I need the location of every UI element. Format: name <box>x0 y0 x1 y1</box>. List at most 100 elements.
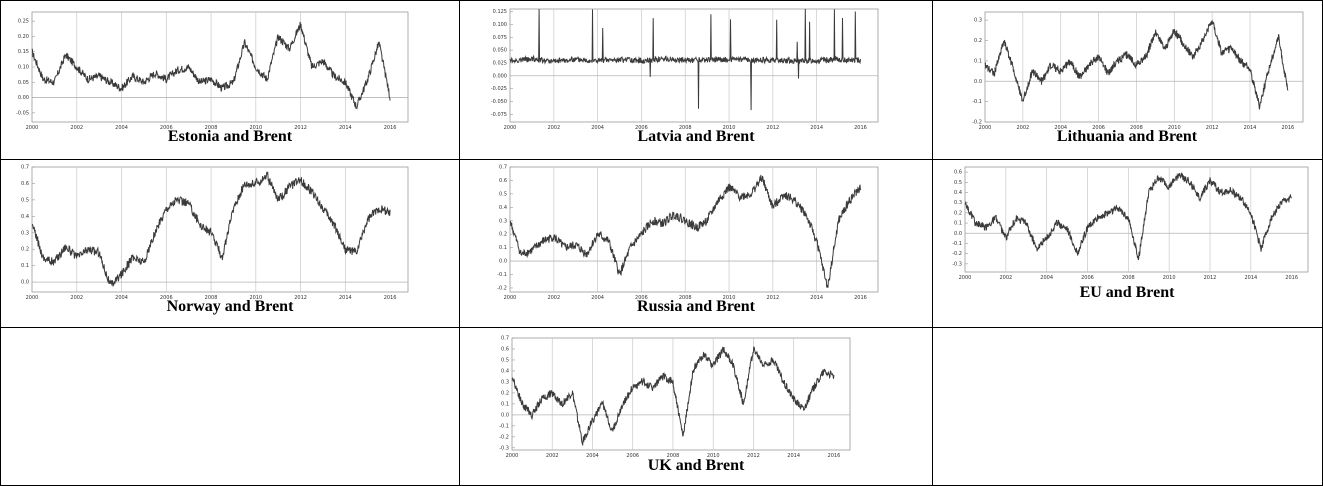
y-tick-label: 0.5 <box>499 191 507 197</box>
x-tick-label: 2006 <box>626 453 639 459</box>
y-tick-label: 0.00 <box>18 95 29 101</box>
x-tick-label: 2006 <box>160 295 173 301</box>
y-tick-label: 0.3 <box>501 379 509 385</box>
y-tick-label: 0.5 <box>501 357 509 363</box>
y-tick-label: 0.2 <box>974 38 982 44</box>
x-tick-label: 2000 <box>504 295 517 301</box>
x-tick-label: 2016 <box>854 125 867 131</box>
y-tick-label: 0.10 <box>18 65 29 71</box>
x-tick-label: 2014 <box>787 453 800 459</box>
x-tick-label: 2000 <box>26 295 39 301</box>
x-tick-label: 2016 <box>384 295 397 301</box>
y-tick-label: 0.1 <box>499 245 507 251</box>
x-tick-label: 2012 <box>766 125 779 131</box>
x-tick-label: 2004 <box>115 125 128 131</box>
x-tick-label: 2002 <box>547 125 560 131</box>
chart-caption-uk: UK and Brent <box>647 457 745 474</box>
x-tick-label: 2006 <box>635 125 648 131</box>
y-tick-label: -0.075 <box>491 112 507 118</box>
y-tick-label: 0.6 <box>954 170 962 176</box>
x-tick-label: 2014 <box>1244 275 1257 281</box>
chart-caption-eu: EU and Brent <box>1079 284 1175 301</box>
y-tick-label: -0.025 <box>491 86 507 92</box>
plot-frame <box>509 166 879 293</box>
y-tick-label: 0.3 <box>974 18 982 24</box>
y-tick-label: 0.3 <box>499 218 507 224</box>
x-tick-label: 2006 <box>635 295 648 301</box>
x-tick-label: 2008 <box>1130 125 1143 131</box>
series-line <box>984 19 1289 110</box>
x-tick-label: 2016 <box>1285 275 1298 281</box>
x-tick-label: 2006 <box>160 125 173 131</box>
y-tick-label: -0.3 <box>952 261 962 267</box>
x-tick-label: 2002 <box>70 125 83 131</box>
y-tick-label: 0.2 <box>499 232 507 238</box>
x-tick-label: 2014 <box>339 295 352 301</box>
y-tick-label: -0.3 <box>499 445 509 451</box>
x-tick-label: 2004 <box>586 453 599 459</box>
y-tick-label: 0.4 <box>499 205 507 211</box>
x-tick-label: 2014 <box>339 125 352 131</box>
y-tick-label: 0.0 <box>499 259 507 265</box>
x-tick-label: 2010 <box>723 125 736 131</box>
x-tick-label: 2008 <box>205 125 218 131</box>
x-tick-label: 2004 <box>591 125 604 131</box>
x-tick-label: 2002 <box>999 275 1012 281</box>
x-tick-label: 2004 <box>1040 275 1053 281</box>
x-tick-label: 2012 <box>766 295 779 301</box>
y-tick-label: 0.0 <box>21 280 29 286</box>
chart-caption-latvia: Latvia and Brent <box>637 128 755 145</box>
x-tick-label: 2000 <box>506 453 519 459</box>
x-tick-label: 2004 <box>115 295 128 301</box>
y-tick-label: 0.7 <box>499 165 507 171</box>
chart-caption-russia: Russia and Brent <box>637 298 755 315</box>
x-tick-label: 2010 <box>249 295 262 301</box>
y-tick-label: 0.1 <box>954 221 962 227</box>
y-tick-label: -0.2 <box>499 434 509 440</box>
y-tick-label: -0.2 <box>972 120 982 126</box>
y-tick-label: -0.2 <box>497 285 507 291</box>
x-tick-label: 2008 <box>1122 275 1135 281</box>
y-tick-label: -0.050 <box>491 99 507 105</box>
x-tick-label: 2000 <box>504 125 517 131</box>
y-tick-label: 0.3 <box>954 200 962 206</box>
y-tick-label: 0.2 <box>954 210 962 216</box>
x-tick-label: 2010 <box>723 295 736 301</box>
x-tick-label: 2008 <box>679 125 692 131</box>
x-tick-label: 2010 <box>707 453 720 459</box>
y-tick-label: 0.0 <box>974 79 982 85</box>
y-tick-label: 0.2 <box>501 390 509 396</box>
y-tick-label: 0.4 <box>21 214 29 220</box>
x-tick-label: 2014 <box>1244 125 1257 131</box>
series-line <box>964 172 1293 261</box>
x-tick-label: 2008 <box>679 295 692 301</box>
y-tick-label: 0.4 <box>501 368 509 374</box>
y-tick-label: 0.1 <box>974 58 982 64</box>
x-tick-label: 2012 <box>294 295 307 301</box>
x-tick-label: 2016 <box>828 453 841 459</box>
y-tick-label: -0.1 <box>972 99 982 105</box>
x-tick-label: 2010 <box>1163 275 1176 281</box>
x-tick-label: 2016 <box>854 295 867 301</box>
y-tick-label: 0.4 <box>954 190 962 196</box>
series-line <box>509 174 861 288</box>
y-tick-label: 0.1 <box>21 263 29 269</box>
y-tick-label: 0.075 <box>493 35 507 41</box>
x-tick-label: 2000 <box>979 125 992 131</box>
y-tick-label: 0.1 <box>501 401 509 407</box>
y-tick-label: 0.6 <box>499 178 507 184</box>
y-tick-label: -0.05 <box>16 110 29 116</box>
y-tick-label: 0.100 <box>493 22 507 28</box>
plot-frame <box>511 337 851 451</box>
x-tick-label: 2006 <box>1092 125 1105 131</box>
x-tick-label: 2008 <box>667 453 680 459</box>
x-tick-label: 2012 <box>747 453 760 459</box>
